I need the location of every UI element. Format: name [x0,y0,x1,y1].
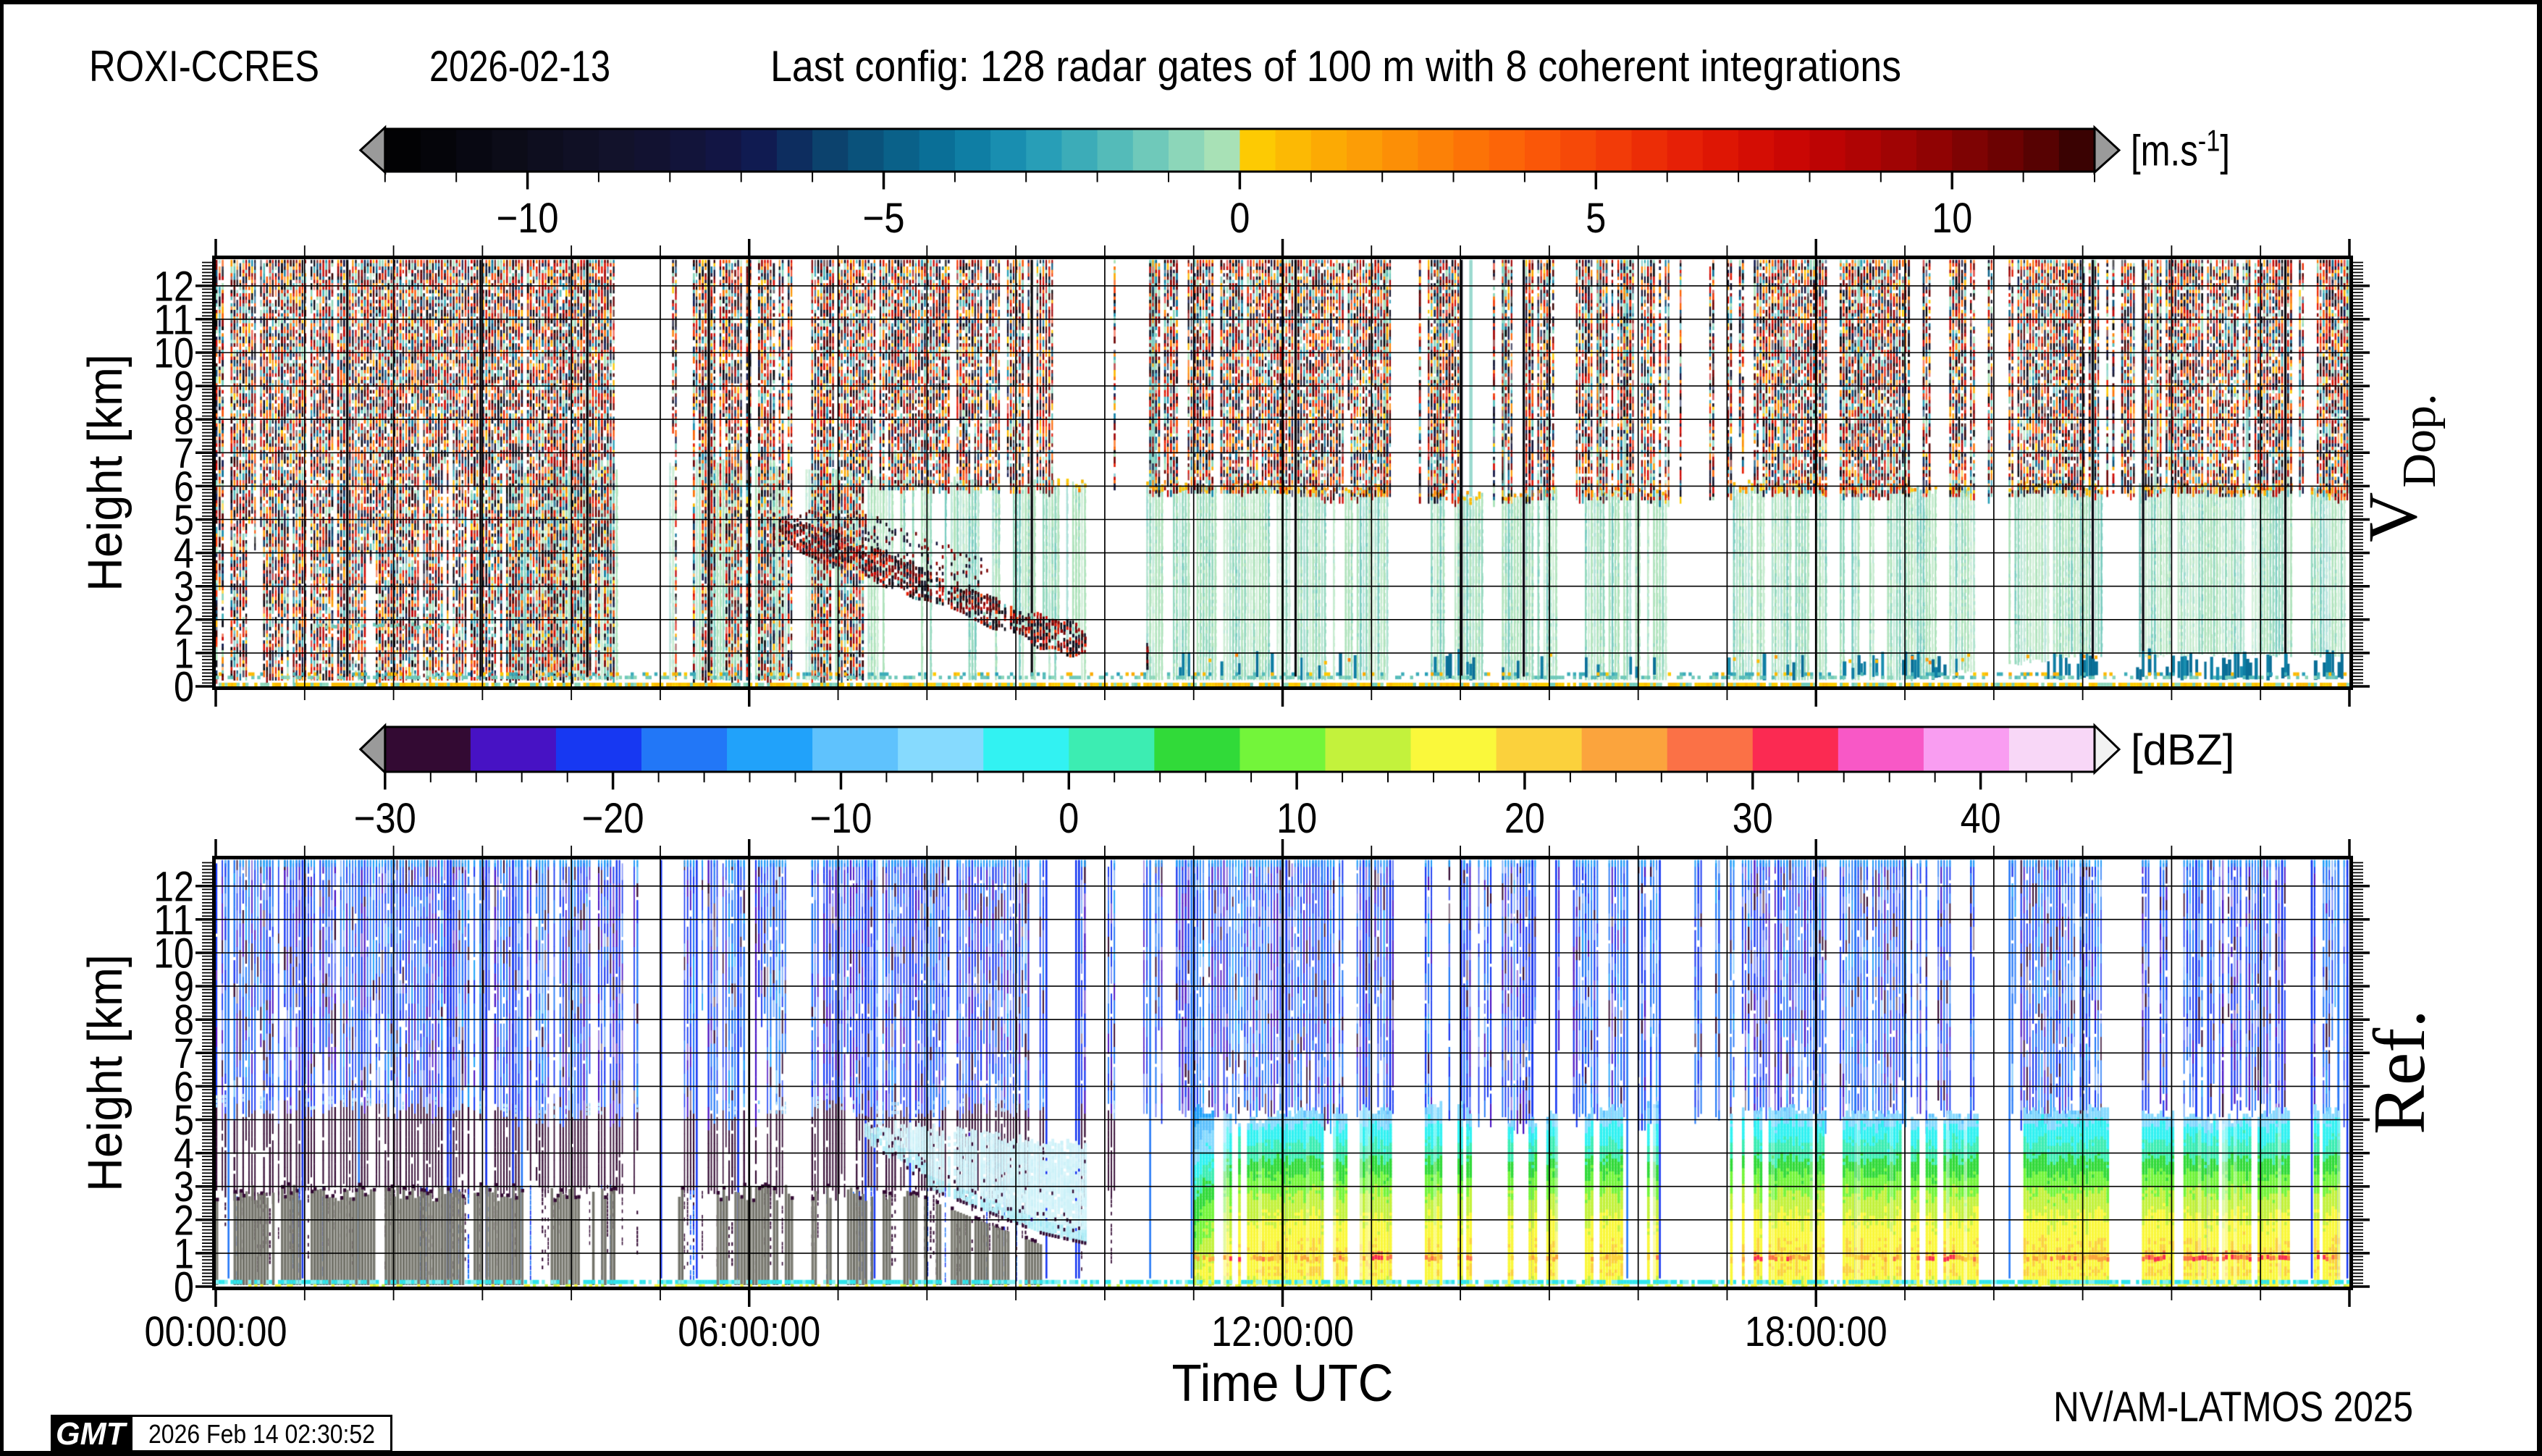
svg-text:8: 8 [174,397,194,444]
svg-text:4: 4 [174,530,194,577]
svg-text:11: 11 [153,296,194,343]
svg-text:5: 5 [1586,195,1606,242]
svg-text:12: 12 [153,863,194,910]
svg-text:10: 10 [1932,195,1972,242]
svg-text:00:00:00: 00:00:00 [145,1308,287,1355]
svg-text:−10: −10 [497,195,559,242]
svg-text:[dBZ]: [dBZ] [2131,725,2234,774]
svg-text:0: 0 [174,1264,194,1311]
svg-text:2026-02-13: 2026-02-13 [429,42,610,91]
svg-text:GMT: GMT [56,1416,127,1452]
svg-text:Ref.: Ref. [2359,1009,2441,1135]
svg-text:7: 7 [174,1030,194,1077]
svg-text:5: 5 [174,1097,194,1144]
svg-text:Height [km]: Height [km] [78,954,132,1192]
svg-text:8: 8 [174,997,194,1044]
svg-text:10: 10 [1276,795,1317,842]
svg-text:30: 30 [1733,795,1773,842]
svg-text:40: 40 [1961,795,2001,842]
svg-text:−20: −20 [582,795,644,842]
svg-text:0: 0 [174,664,194,711]
svg-text:NV/AM-LATMOS 2025: NV/AM-LATMOS 2025 [2053,1384,2413,1431]
svg-text:VDop.: VDop. [2354,394,2446,543]
svg-text:18:00:00: 18:00:00 [1745,1308,1887,1355]
svg-text:Time UTC: Time UTC [1172,1355,1394,1413]
svg-text:3: 3 [174,563,194,610]
svg-text:−30: −30 [354,795,416,842]
svg-text:ROXI-CCRES: ROXI-CCRES [89,42,319,91]
svg-text:[m.s-1]: [m.s-1] [2131,124,2230,175]
svg-text:10: 10 [153,930,194,977]
svg-text:1: 1 [174,630,194,677]
svg-text:Last config: 128 radar gates o: Last config: 128 radar gates of 100 m wi… [770,42,1901,91]
svg-text:2: 2 [174,1197,194,1244]
svg-text:12:00:00: 12:00:00 [1211,1308,1354,1355]
svg-text:4: 4 [174,1130,194,1177]
svg-text:06:00:00: 06:00:00 [678,1308,820,1355]
svg-text:5: 5 [174,497,194,544]
svg-text:0: 0 [1059,795,1079,842]
svg-text:Height [km]: Height [km] [78,354,132,592]
svg-text:7: 7 [174,430,194,477]
svg-text:10: 10 [153,330,194,377]
svg-text:0: 0 [1229,195,1250,242]
svg-text:2: 2 [174,597,194,644]
svg-text:6: 6 [174,1064,194,1111]
svg-text:9: 9 [174,363,194,411]
svg-text:11: 11 [153,896,194,943]
svg-text:2026 Feb 14 02:30:52: 2026 Feb 14 02:30:52 [148,1419,375,1449]
svg-text:−5: −5 [863,195,905,242]
svg-text:20: 20 [1504,795,1545,842]
svg-text:6: 6 [174,463,194,510]
svg-text:9: 9 [174,964,194,1011]
svg-text:12: 12 [153,263,194,310]
svg-text:3: 3 [174,1163,194,1211]
svg-text:1: 1 [174,1230,194,1277]
svg-text:−10: −10 [810,795,872,842]
